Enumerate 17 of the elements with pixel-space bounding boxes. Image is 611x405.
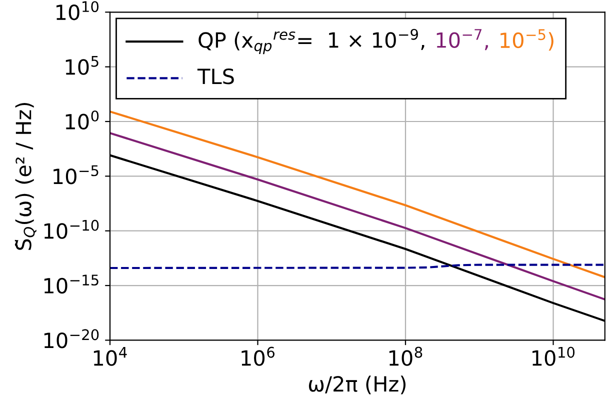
x-axis-title: ω/2π (Hz) (308, 376, 406, 394)
x-tick-label: 10$^{8}$ (389, 346, 422, 366)
x-tick-label: 10$^{6}$ (242, 346, 274, 366)
text: 10$^{−7}$, (436, 29, 488, 50)
y-tick-label: 10$^{−20}$ (44, 329, 99, 348)
y-axis-title: S̃$_{Q}$(ω) (e² / Hz) (14, 102, 36, 250)
y-tick-label: 10$^{5}$ (66, 56, 98, 75)
y-tick-label: 10$^{0}$ (66, 110, 99, 130)
x-tick-label: 10$^{10}$ (532, 346, 575, 366)
y-tick-label: 10$^{−10}$ (44, 220, 99, 239)
legend-label: TLS (197, 68, 234, 84)
y-tick-label: 10$^{−15}$ (44, 274, 98, 294)
legend-label: QP (x$_{qp}$$^{res}$= 1 × 10$^{−9}$, (198, 28, 424, 54)
x-tick-label: 10$^{4}$ (94, 347, 127, 366)
text: 10$^{−5}$) (500, 29, 554, 51)
y-tick-label: 10$^{−5}$ (54, 165, 98, 184)
y-tick-label: 10$^{10}$ (56, 1, 99, 20)
